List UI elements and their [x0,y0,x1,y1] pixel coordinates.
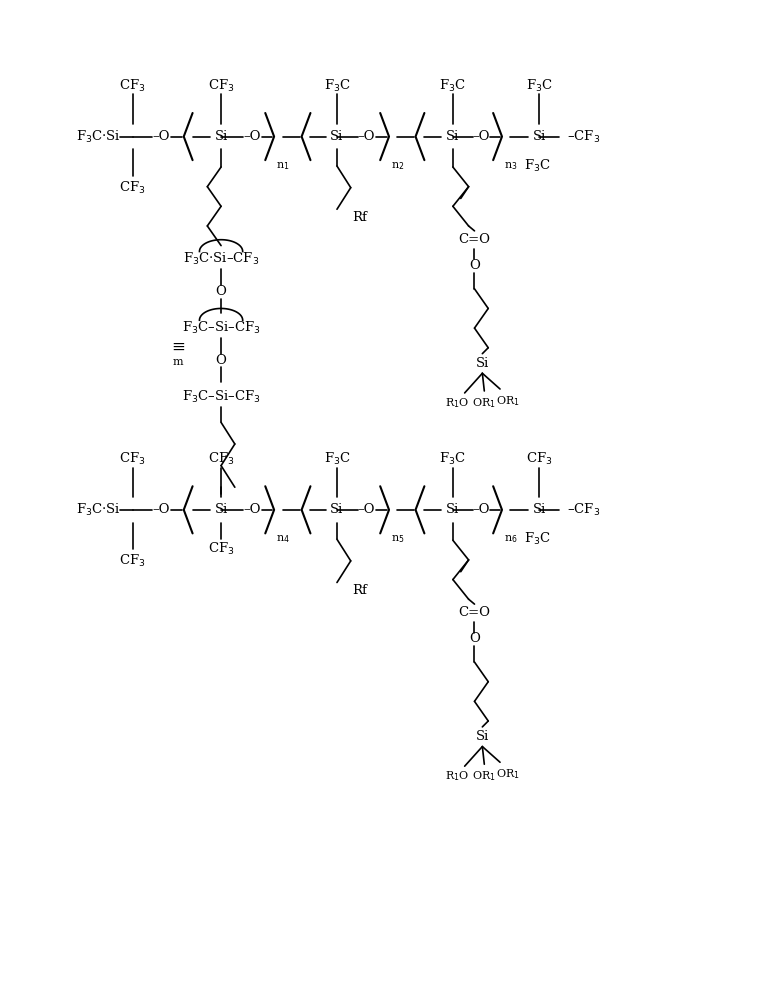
Text: Si: Si [475,730,489,743]
Text: CF$_3$: CF$_3$ [120,77,146,94]
Text: Si: Si [533,130,546,143]
Text: Si: Si [533,503,546,516]
Text: Si: Si [475,357,489,370]
Text: O: O [216,285,227,298]
Text: –CF$_3$: –CF$_3$ [567,502,600,518]
Text: CF$_3$: CF$_3$ [120,553,146,569]
Text: CF$_3$: CF$_3$ [120,451,146,467]
Text: –O: –O [244,130,261,143]
Text: C=O: C=O [458,606,490,619]
Text: O: O [216,354,227,367]
Text: OR$_1$: OR$_1$ [472,396,497,410]
Text: F$_3$C: F$_3$C [324,77,350,94]
Text: –O: –O [152,503,170,516]
Text: C=O: C=O [458,233,490,246]
Text: O: O [469,259,480,272]
Text: Si: Si [447,130,460,143]
Text: CF$_3$: CF$_3$ [120,180,146,196]
Text: CF$_3$: CF$_3$ [208,77,235,94]
Text: Rf: Rf [353,584,368,597]
Text: F$_3$C: F$_3$C [324,451,350,467]
Text: OR$_1$: OR$_1$ [496,394,520,408]
Text: OR$_1$: OR$_1$ [496,767,520,781]
Text: n$_1$: n$_1$ [276,160,289,172]
Text: F$_3$C–Si–CF$_3$: F$_3$C–Si–CF$_3$ [181,320,260,336]
Text: –O: –O [244,503,261,516]
Text: –O: –O [472,130,490,143]
Text: Si: Si [330,130,343,143]
Text: CF$_3$: CF$_3$ [208,451,235,467]
Text: F$_3$C: F$_3$C [439,451,466,467]
Text: –O: –O [152,130,170,143]
Text: n$_3$: n$_3$ [504,160,518,172]
Text: ≡: ≡ [171,339,185,356]
Text: Rf: Rf [353,211,368,224]
Text: R$_1$O: R$_1$O [445,769,469,783]
Text: –O: –O [357,130,375,143]
Text: F$_3$C·Si–CF$_3$: F$_3$C·Si–CF$_3$ [183,251,260,267]
Text: –O: –O [472,503,490,516]
Text: Si: Si [214,503,228,516]
Text: F$_3$C: F$_3$C [524,531,551,547]
Text: F$_3$C: F$_3$C [439,77,466,94]
Text: R$_1$O: R$_1$O [445,396,469,410]
Text: O: O [469,632,480,645]
Text: F$_3$C·Si: F$_3$C·Si [76,502,120,518]
Text: CF$_3$: CF$_3$ [208,541,235,557]
Text: CF$_3$: CF$_3$ [526,451,553,467]
Text: Si: Si [214,130,228,143]
Text: n$_5$: n$_5$ [391,533,404,545]
Text: F$_3$C: F$_3$C [524,158,551,174]
Text: F$_3$C–Si–CF$_3$: F$_3$C–Si–CF$_3$ [181,389,260,405]
Text: n$_2$: n$_2$ [391,160,404,172]
Text: –CF$_3$: –CF$_3$ [567,129,600,145]
Text: n$_4$: n$_4$ [276,533,290,545]
Text: F$_3$C·Si: F$_3$C·Si [76,129,120,145]
Text: Si: Si [447,503,460,516]
Text: F$_3$C: F$_3$C [526,77,553,94]
Text: OR$_1$: OR$_1$ [472,769,497,783]
Text: Si: Si [330,503,343,516]
Text: m: m [173,357,183,367]
Text: –O: –O [357,503,375,516]
Text: n$_6$: n$_6$ [504,533,518,545]
